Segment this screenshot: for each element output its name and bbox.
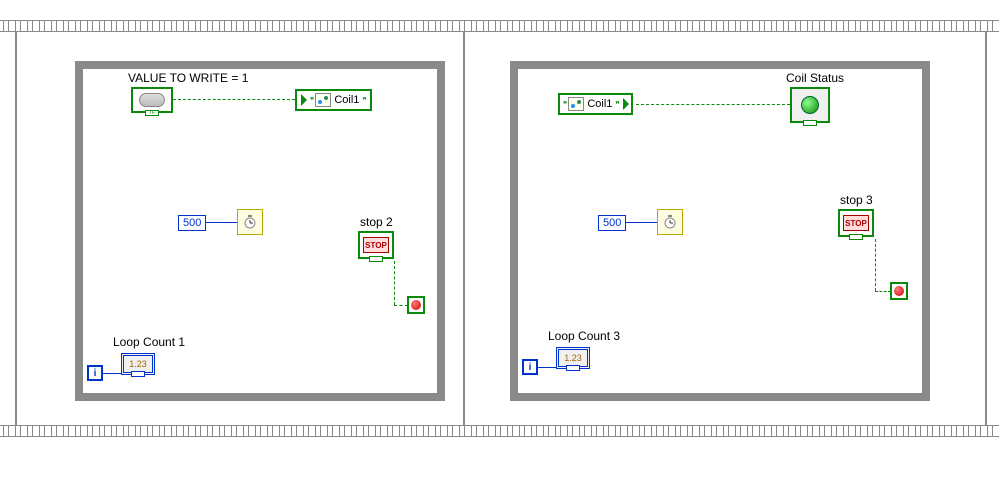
sequence-film-bottom (0, 425, 999, 437)
value-to-write-label: VALUE TO WRITE = 1 (128, 71, 248, 85)
sequence-divider-mid (463, 32, 465, 425)
iteration-terminal-2: i (522, 359, 538, 375)
loop-condition-terminal-2[interactable] (890, 282, 908, 300)
wire-bool-to-coil1 (173, 99, 295, 100)
coil-status-led-indicator (790, 87, 830, 123)
wait-ms-constant-1[interactable]: 500 (178, 215, 206, 231)
wire-i-to-ind-2 (538, 367, 556, 368)
loop-count-1-indicator: 1.23 (121, 353, 155, 375)
stop-3-label: stop 3 (840, 193, 873, 207)
wait-timer-icon-1 (237, 209, 263, 235)
wire-coil1-to-led (636, 104, 790, 105)
coil-status-label: Coil Status (786, 71, 844, 85)
wire-stop-to-cond-v-1 (394, 261, 395, 305)
wire-i-to-ind-1 (103, 373, 121, 374)
iteration-terminal-1: i (87, 365, 103, 381)
stop-2-label: stop 2 (360, 215, 393, 229)
stop-3-button[interactable]: STOP (838, 209, 874, 237)
wire-const-to-timer-2 (625, 222, 657, 223)
while-loop-1: VALUE TO WRITE = 1 TF ❞ Coil1 ❞ 500 st (75, 61, 445, 401)
stop-2-button[interactable]: STOP (358, 231, 394, 259)
bool-control-switch[interactable]: TF (131, 87, 173, 113)
wait-timer-icon-2 (657, 209, 683, 235)
wire-stop-to-cond-h-2 (875, 291, 891, 292)
loop-count-3-label: Loop Count 3 (548, 329, 620, 343)
wire-const-to-timer-1 (205, 222, 237, 223)
loop-count-3-indicator: 1.23 (556, 347, 590, 369)
shared-variable-coil1-write[interactable]: ❞ Coil1 ❞ (295, 89, 372, 111)
sequence-frame-2: ❞ Coil1 ❞ Coil Status 500 stop 3 (470, 34, 980, 422)
loop-count-1-label: Loop Count 1 (113, 335, 185, 349)
wait-ms-constant-2[interactable]: 500 (598, 215, 626, 231)
while-loop-2: ❞ Coil1 ❞ Coil Status 500 stop 3 (510, 61, 930, 401)
wire-stop-to-cond-v-2 (875, 239, 876, 291)
sequence-divider-right (985, 32, 987, 425)
loop-condition-terminal-1[interactable] (407, 296, 425, 314)
shared-variable-coil1-read[interactable]: ❞ Coil1 ❞ (558, 93, 633, 115)
sequence-divider-left (15, 32, 17, 425)
sequence-film-top (0, 20, 999, 32)
wire-stop-to-cond-h-1 (394, 305, 408, 306)
sequence-frame-1: VALUE TO WRITE = 1 TF ❞ Coil1 ❞ 500 st (20, 34, 460, 422)
